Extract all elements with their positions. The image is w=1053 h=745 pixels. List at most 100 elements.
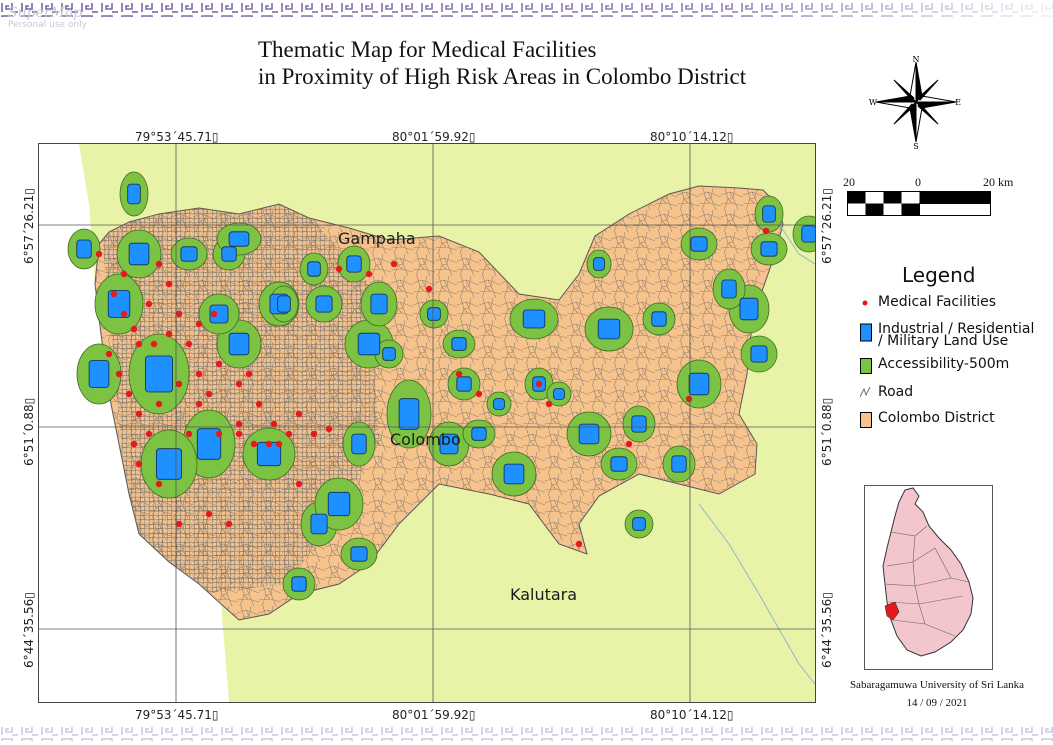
landuse-polygon — [370, 293, 388, 315]
landuse-polygon — [553, 388, 565, 400]
decorative-border-top — [0, 0, 1053, 20]
medical-facility-point — [235, 420, 243, 428]
landuse-polygon — [357, 332, 381, 356]
landuse-polygon — [156, 448, 183, 480]
landuse-polygon — [351, 433, 367, 455]
medical-facility-point — [475, 390, 483, 398]
legend-label-line2: / Military Land Use — [878, 333, 1009, 349]
landuse-polygon — [310, 513, 328, 535]
landuse-polygon — [471, 427, 487, 441]
river-line — [778, 223, 815, 265]
medical-facility-point — [235, 380, 243, 388]
medical-facility-point — [195, 370, 203, 378]
landuse-polygon — [593, 257, 605, 271]
medical-facility-point — [425, 285, 433, 293]
watermark: SuperMap Personal use only — [8, 6, 87, 30]
lon-label-top-2: 80°01´59.92▯ — [392, 130, 476, 144]
medical-facility-symbol-icon — [862, 300, 868, 306]
landuse-polygon — [398, 398, 420, 430]
medical-facility-point — [205, 390, 213, 398]
medical-facility-point — [195, 400, 203, 408]
medical-facility-point — [275, 440, 283, 448]
north-arrow-icon: N S E W — [869, 55, 961, 150]
medical-facility-point — [120, 310, 128, 318]
landuse-symbol-icon — [860, 323, 872, 342]
landuse-polygon — [451, 337, 467, 351]
inset-colombo-highlight — [884, 601, 900, 621]
landuse-polygon — [651, 311, 667, 327]
medical-facility-point — [155, 400, 163, 408]
medical-facility-point — [150, 340, 158, 348]
sea-area — [39, 144, 229, 702]
landuse-polygon — [522, 309, 546, 329]
medical-facility-point — [135, 410, 143, 418]
landuse-polygon — [801, 225, 815, 243]
landuse-polygon — [196, 428, 222, 460]
medical-facility-point — [295, 410, 303, 418]
medical-facility-point — [205, 510, 213, 518]
legend-label: Medical Facilities — [878, 294, 997, 310]
legend-label: Colombo District — [878, 410, 995, 426]
medical-facility-point — [245, 370, 253, 378]
medical-facility-point — [135, 460, 143, 468]
place-label-kalutara: Kalutara — [510, 585, 578, 604]
medical-facility-point — [235, 430, 243, 438]
landuse-polygon — [671, 455, 687, 473]
landuse-polygon — [277, 295, 291, 313]
landuse-polygon — [315, 295, 333, 313]
landuse-polygon — [382, 347, 396, 361]
landuse-polygon — [721, 279, 737, 299]
medical-facility-point — [165, 280, 173, 288]
medical-facility-point — [175, 520, 183, 528]
landuse-polygon — [688, 372, 710, 396]
river-line — [698, 503, 815, 685]
landuse-polygon — [439, 433, 459, 455]
medical-facility-point — [185, 340, 193, 348]
landuse-polygon — [221, 246, 237, 262]
lat-label-right-3: 6°44´35.56▯ — [820, 592, 834, 668]
medical-facility-point — [210, 310, 218, 318]
east-label: E — [955, 98, 961, 107]
inset-map-sri-lanka — [864, 485, 993, 670]
landuse-polygon — [291, 576, 307, 592]
lon-label-bottom-3: 80°10´14.12▯ — [650, 708, 734, 722]
landuse-polygon — [631, 415, 647, 433]
medical-facility-point — [110, 290, 118, 298]
legend-title: Legend — [902, 263, 976, 287]
medical-facility-point — [535, 380, 543, 388]
landuse-polygon — [493, 398, 505, 410]
medical-facility-point — [685, 395, 693, 403]
landuse-polygon — [578, 423, 600, 445]
landuse-polygon — [76, 239, 92, 259]
inset-map-canvas — [882, 487, 974, 657]
scale-label-right: 20 km — [983, 175, 1014, 189]
medical-facility-point — [175, 310, 183, 318]
landuse-polygon — [597, 318, 621, 340]
medical-facility-point — [390, 260, 398, 268]
lon-label-top-3: 80°10´14.12▯ — [650, 130, 734, 144]
landuse-polygon — [228, 332, 250, 356]
medical-facility-point — [145, 300, 153, 308]
credit-date: 14 / 09 / 2021 — [906, 697, 968, 709]
medical-facility-point — [145, 430, 153, 438]
landuse-polygon — [456, 376, 472, 392]
lat-label-right-1: 6°57´26.21▯ — [820, 188, 834, 264]
landuse-polygon — [632, 517, 646, 531]
landuse-polygon — [690, 236, 708, 252]
medical-facility-point — [625, 440, 633, 448]
medical-facility-point — [155, 260, 163, 268]
lat-label-left-1: 6°57´26.21▯ — [22, 188, 36, 264]
landuse-polygon — [128, 242, 150, 266]
medical-facility-point — [215, 430, 223, 438]
map-frame — [38, 143, 816, 703]
legend-label: Road — [878, 384, 914, 400]
medical-facility-point — [195, 320, 203, 328]
lat-label-left-3: 6°44´35.56▯ — [22, 592, 36, 668]
landuse-polygon — [180, 246, 198, 262]
place-label-gampaha: Gampaha — [338, 229, 416, 248]
landuse-polygon — [327, 491, 351, 517]
credit-institution: Sabaragamuwa University of Sri Lanka — [849, 679, 1025, 691]
road-symbol-icon — [860, 386, 871, 398]
medical-facility-point — [255, 400, 263, 408]
medical-facility-point — [175, 380, 183, 388]
